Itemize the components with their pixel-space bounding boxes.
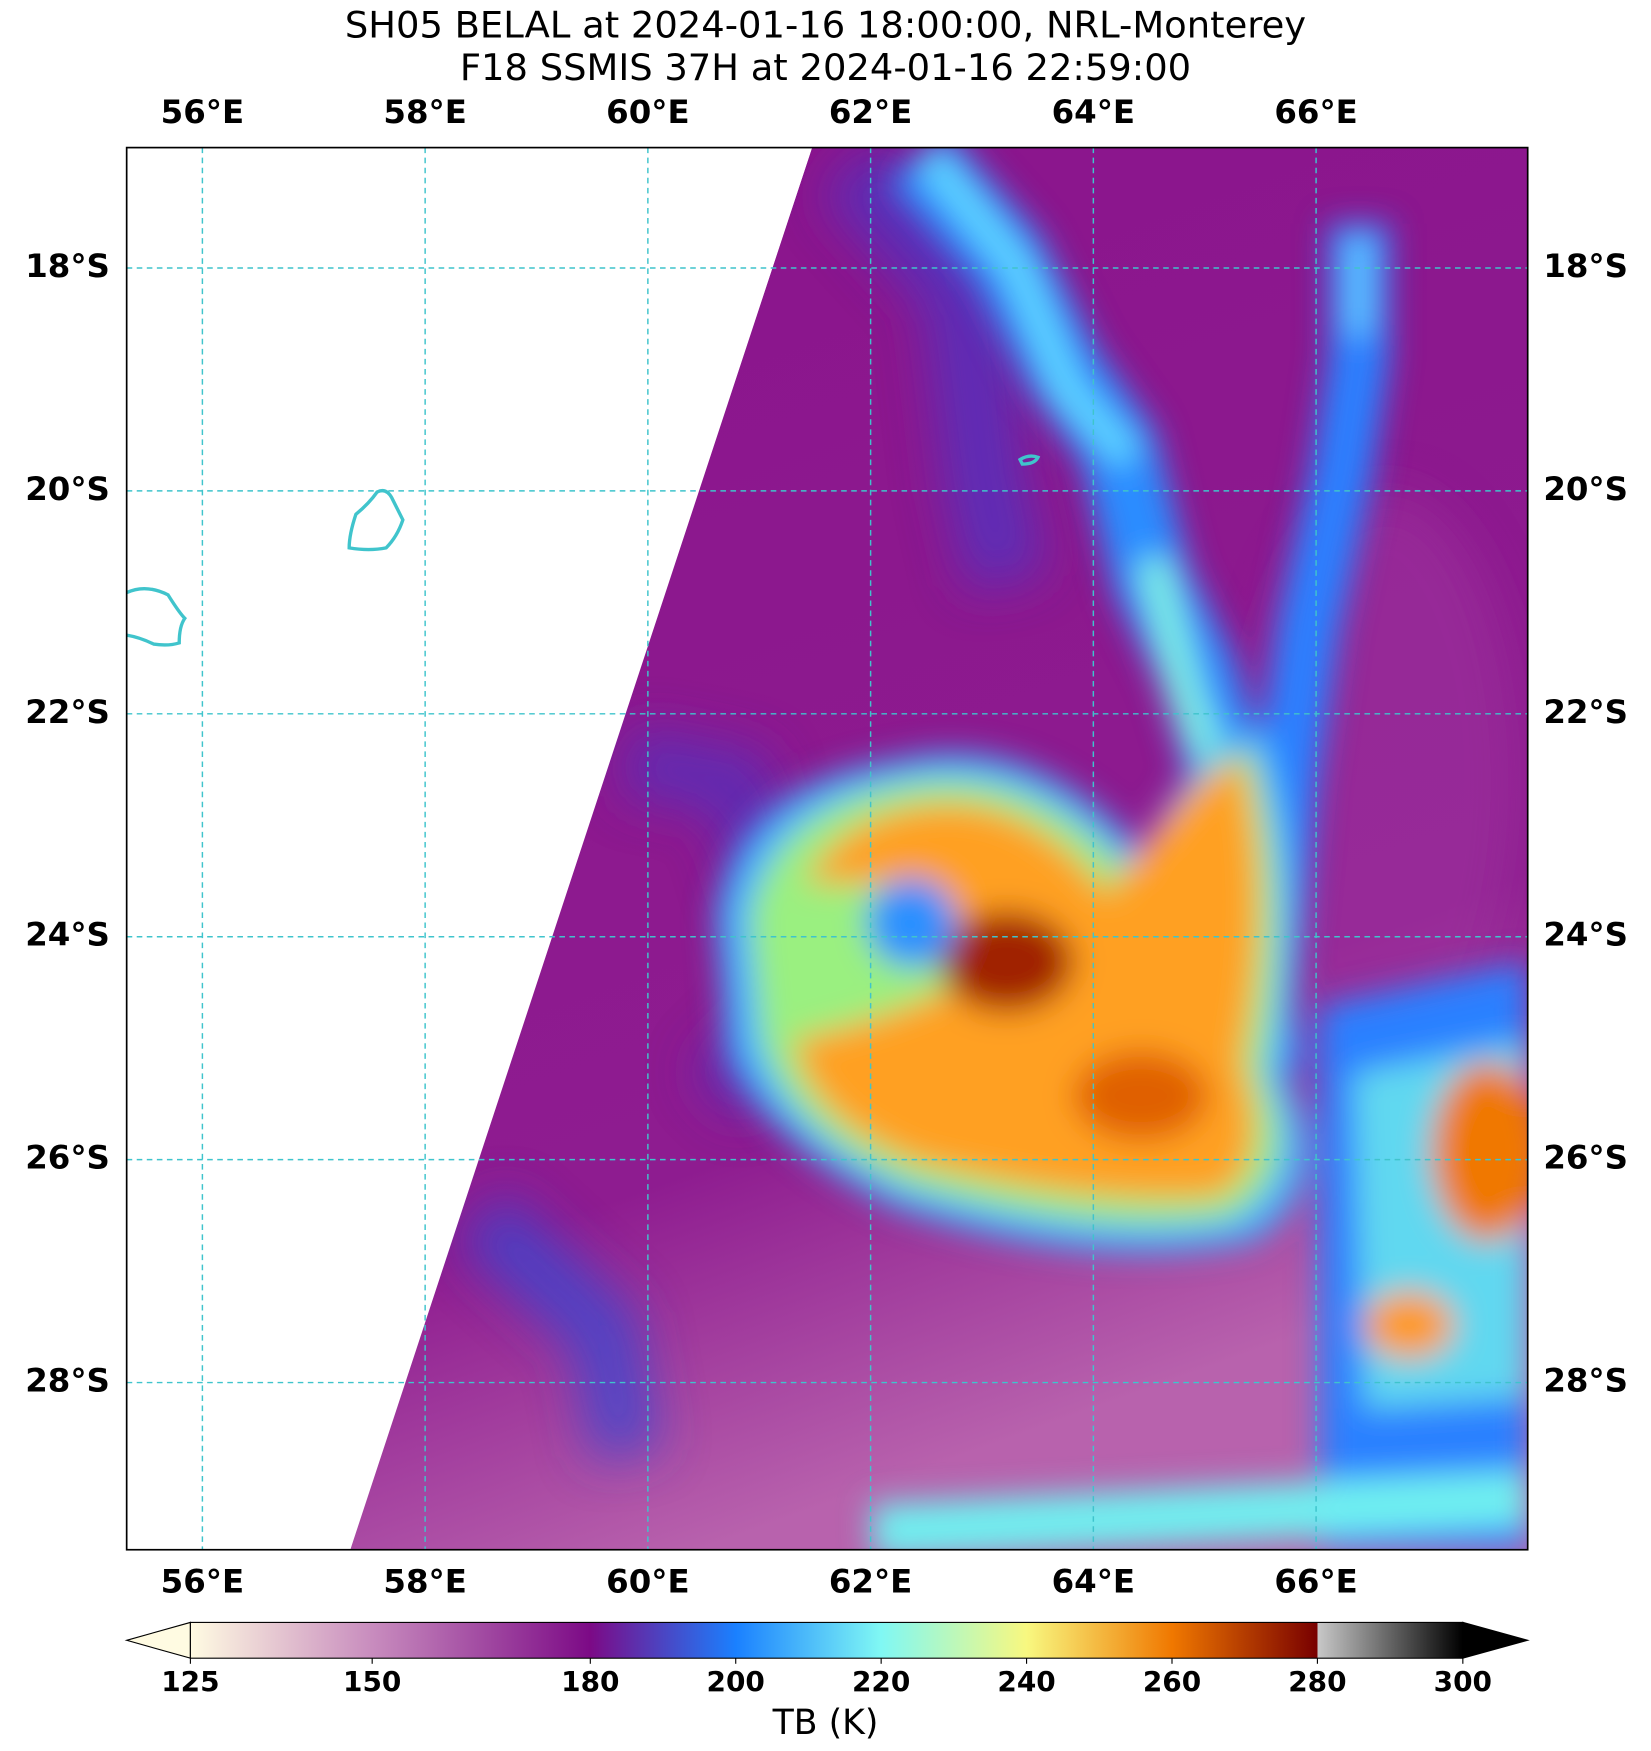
colorbar-tick-label: 180 [561, 1665, 619, 1698]
x-tick-label: 60°E [606, 93, 689, 131]
x-tick-label: 66°E [1274, 1562, 1357, 1600]
x-tick-label: 62°E [829, 1562, 912, 1600]
y-tick-label: 28°S [1543, 1362, 1628, 1400]
y-tick-label: 26°S [25, 1139, 110, 1177]
y-tick-label: 18°S [1543, 247, 1628, 285]
x-tick-label: 56°E [161, 1562, 244, 1600]
y-tick-label: 18°S [25, 247, 110, 285]
y-tick-label: 28°S [25, 1362, 110, 1400]
x-tick-label: 66°E [1274, 93, 1357, 131]
y-tick-label: 26°S [1543, 1139, 1628, 1177]
x-tick-label: 58°E [383, 93, 466, 131]
colorbar-tick-label: 220 [852, 1665, 910, 1698]
x-tick-label: 64°E [1052, 1562, 1135, 1600]
x-tick-label: 56°E [161, 93, 244, 131]
colorbar-extend-high [1462, 1621, 1530, 1659]
colorbar-tick-label: 150 [343, 1665, 401, 1698]
colorbar-tick-label: 125 [161, 1665, 219, 1698]
colorbar-tick-label: 260 [1143, 1665, 1201, 1698]
y-tick-label: 22°S [25, 693, 110, 731]
y-tick-label: 20°S [1543, 470, 1628, 508]
colorbar-label: TB (K) [772, 1703, 879, 1743]
x-tick-label: 58°E [383, 1562, 466, 1600]
x-tick-label: 64°E [1052, 93, 1135, 131]
title: SH05 BELAL at 2024-01-16 18:00:00, NRL-M… [345, 3, 1306, 46]
x-tick-label: 60°E [606, 1562, 689, 1600]
y-tick-label: 22°S [1543, 693, 1628, 731]
coastlines [125, 454, 1041, 647]
imagery [126, 147, 1528, 1550]
colorbar-tick-label: 240 [997, 1665, 1055, 1698]
colorbar-tick-label: 280 [1288, 1665, 1346, 1698]
subtitle: F18 SSMIS 37H at 2024-01-16 22:59:00 [460, 46, 1191, 89]
colorbar-extend-low [124, 1621, 191, 1659]
y-tick-label: 24°S [1543, 916, 1628, 954]
colorbar-tick-label: 300 [1434, 1665, 1492, 1698]
x-tick-label: 62°E [829, 93, 912, 131]
plot-frame [125, 146, 1529, 1551]
colorbar [189, 1621, 1464, 1659]
colorbar-tick-label: 200 [707, 1665, 765, 1698]
y-tick-label: 20°S [25, 470, 110, 508]
y-tick-label: 24°S [25, 916, 110, 954]
